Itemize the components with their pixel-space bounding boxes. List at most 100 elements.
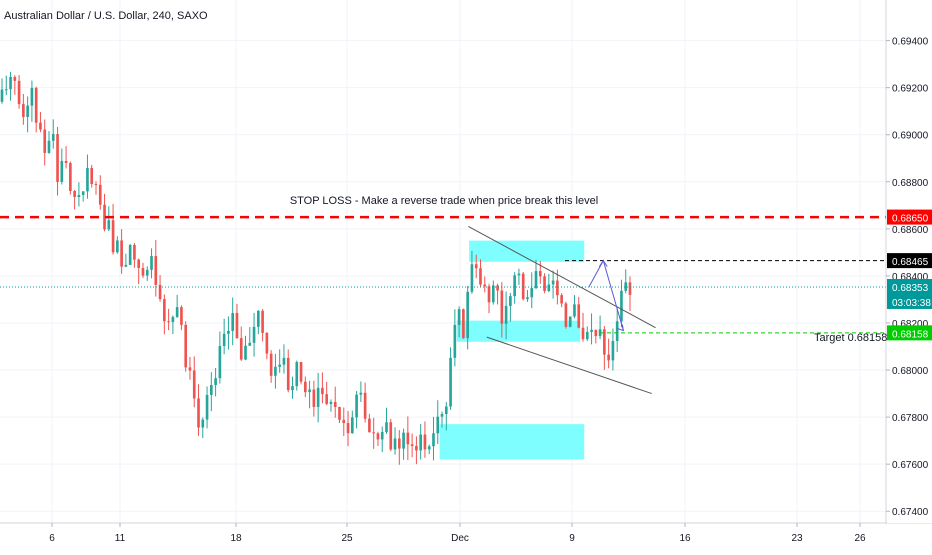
candle[interactable] — [560, 293, 563, 308]
candle[interactable] — [393, 427, 397, 455]
supply-demand-zone[interactable] — [456, 320, 581, 342]
candle[interactable] — [261, 309, 264, 342]
candle[interactable] — [77, 182, 81, 207]
candle[interactable] — [47, 131, 51, 154]
candle[interactable] — [363, 382, 367, 423]
candle[interactable] — [111, 203, 115, 255]
candle[interactable] — [521, 272, 525, 301]
channel-upper-line[interactable] — [468, 226, 656, 329]
candle[interactable] — [423, 421, 427, 458]
candle[interactable] — [517, 268, 521, 286]
price-axis[interactable]: 0.69400 0.69200 0.69000 0.68800 0.68600 0.684… — [886, 37, 929, 519]
candle[interactable] — [98, 175, 102, 210]
candle[interactable] — [556, 269, 559, 305]
candle[interactable] — [56, 126, 59, 196]
candle[interactable] — [286, 349, 290, 393]
candle[interactable] — [39, 111, 42, 133]
candle[interactable] — [436, 400, 440, 445]
candle[interactable] — [419, 423, 422, 460]
candle[interactable] — [239, 326, 243, 361]
candle[interactable] — [235, 303, 239, 339]
candle[interactable] — [26, 96, 29, 133]
candle[interactable] — [60, 148, 64, 185]
candle[interactable] — [158, 275, 162, 302]
candle[interactable] — [547, 273, 551, 293]
candle[interactable] — [214, 367, 217, 397]
candle[interactable] — [479, 259, 482, 288]
candle[interactable] — [4, 75, 8, 96]
candle[interactable] — [150, 248, 153, 279]
candle[interactable] — [453, 309, 457, 367]
candle[interactable] — [171, 315, 175, 335]
candle[interactable] — [163, 294, 166, 335]
candle[interactable] — [585, 326, 589, 342]
candle[interactable] — [192, 356, 196, 408]
candle[interactable] — [513, 272, 516, 304]
candle[interactable] — [415, 436, 418, 465]
candle[interactable] — [133, 243, 136, 268]
candle[interactable] — [124, 253, 128, 268]
candle[interactable] — [598, 315, 602, 340]
candle[interactable] — [359, 381, 363, 402]
candle[interactable] — [449, 347, 452, 410]
candle[interactable] — [22, 94, 25, 125]
candle[interactable] — [210, 372, 213, 412]
candle[interactable] — [509, 292, 512, 322]
candle[interactable] — [333, 386, 337, 418]
candle[interactable] — [607, 338, 610, 369]
candle[interactable] — [184, 321, 188, 372]
candle[interactable] — [312, 380, 316, 417]
stop-loss-annotation[interactable]: STOP LOSS - Make a reverse trade when pr… — [290, 195, 598, 207]
candle[interactable] — [43, 119, 47, 166]
candle[interactable] — [231, 297, 235, 346]
candle[interactable] — [406, 416, 410, 461]
candle[interactable] — [355, 391, 358, 429]
candle[interactable] — [116, 236, 119, 254]
candle[interactable] — [30, 80, 34, 122]
candle[interactable] — [167, 308, 170, 331]
candle[interactable] — [73, 189, 76, 210]
candle[interactable] — [94, 181, 98, 195]
time-axis[interactable]: 6 11 18 25 Dec 9 16 23 26 — [49, 523, 866, 544]
candle[interactable] — [474, 254, 478, 279]
candle[interactable] — [120, 229, 123, 274]
candle[interactable] — [432, 416, 435, 461]
candle[interactable] — [137, 258, 141, 285]
candle[interactable] — [397, 430, 401, 465]
candle[interactable] — [368, 413, 371, 433]
candle[interactable] — [252, 312, 256, 357]
candle[interactable] — [568, 316, 572, 328]
candle[interactable] — [265, 332, 269, 360]
candle[interactable] — [175, 294, 179, 318]
candle[interactable] — [222, 318, 226, 355]
candle[interactable] — [9, 71, 12, 101]
candle[interactable] — [107, 206, 111, 232]
candle[interactable] — [487, 283, 491, 314]
candle[interactable] — [534, 259, 538, 290]
candle[interactable] — [372, 417, 375, 449]
candle[interactable] — [141, 262, 145, 279]
candle[interactable] — [402, 428, 405, 460]
candle[interactable] — [303, 376, 307, 398]
candle[interactable] — [321, 372, 324, 404]
candle[interactable] — [154, 239, 158, 297]
candle[interactable] — [577, 296, 581, 329]
candle[interactable] — [526, 289, 529, 302]
candle[interactable] — [551, 270, 555, 299]
candle[interactable] — [611, 328, 615, 371]
candle[interactable] — [308, 380, 311, 409]
candle[interactable] — [103, 193, 106, 232]
candle[interactable] — [248, 327, 252, 346]
drawings[interactable] — [468, 226, 656, 395]
candle[interactable] — [274, 353, 277, 389]
candle[interactable] — [491, 280, 495, 305]
candle[interactable] — [581, 312, 585, 342]
candle[interactable] — [81, 191, 85, 202]
candle[interactable] — [325, 381, 329, 406]
candle[interactable] — [128, 244, 132, 265]
candle[interactable] — [389, 418, 393, 452]
candle[interactable] — [257, 310, 260, 335]
supply-demand-zone[interactable] — [439, 424, 585, 460]
candle[interactable] — [385, 407, 388, 434]
channel-lower-line[interactable] — [486, 336, 652, 395]
